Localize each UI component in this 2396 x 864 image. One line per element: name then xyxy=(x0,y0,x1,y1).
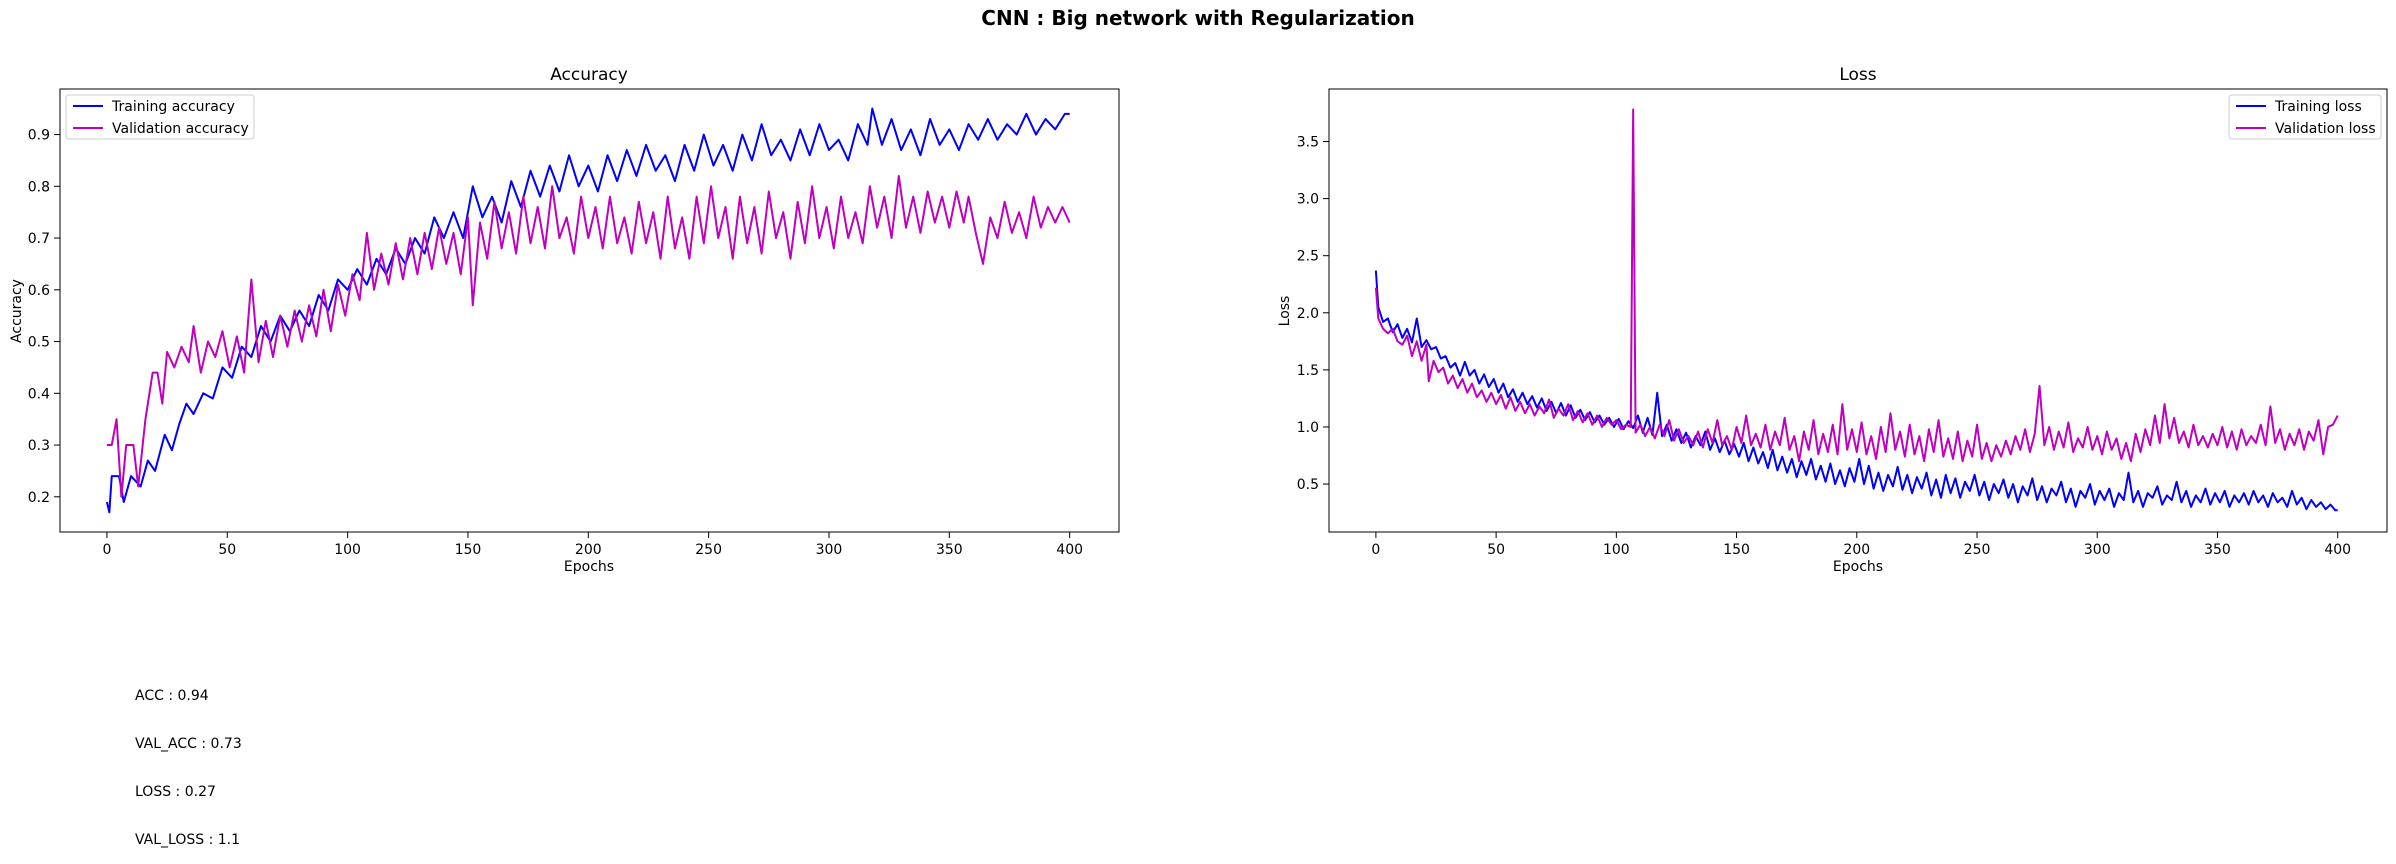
loss-chart: Loss 0 50 100 150 200 250 300 350 400 0.5 1.0 1.5 2… xyxy=(1277,65,2388,575)
x-tick-label: 50 xyxy=(218,542,236,558)
x-tick-label: 150 xyxy=(1723,542,1750,558)
x-tick-label: 400 xyxy=(1056,542,1083,558)
x-tick-label: 250 xyxy=(695,542,722,558)
x-tick-label: 350 xyxy=(2204,542,2231,558)
loss-legend-box xyxy=(2228,94,2382,140)
loss-legend: Training loss Validation loss xyxy=(2228,94,2382,140)
y-tick-label: 3.0 xyxy=(1297,192,1319,208)
loss-title: Loss xyxy=(1839,65,1876,85)
y-tick-label: 0.5 xyxy=(28,335,50,351)
metric-val-loss: VAL_LOSS : 1.1 xyxy=(135,832,241,848)
loss-legend-label-train: Training loss xyxy=(2274,99,2362,115)
y-tick-label: 0.9 xyxy=(28,128,50,144)
accuracy-legend-label-val: Validation accuracy xyxy=(112,121,249,137)
x-tick-label: 50 xyxy=(1487,542,1505,558)
y-tick-label: 3.5 xyxy=(1297,135,1319,151)
metric-acc: ACC : 0.94 xyxy=(135,688,209,704)
accuracy-legend-box xyxy=(65,94,255,140)
x-tick-label: 150 xyxy=(455,542,482,558)
loss-series-group xyxy=(1374,108,2339,512)
accuracy-series-group xyxy=(105,107,1071,514)
final-metrics: ACC : 0.94 VAL_ACC : 0.73 LOSS : 0.27 VA… xyxy=(135,656,242,864)
series-line-validation xyxy=(106,174,1071,498)
x-tick-label: 350 xyxy=(936,542,963,558)
x-tick-label: 200 xyxy=(575,542,602,558)
loss-y-ticks: 0.5 1.0 1.5 2.0 2.5 3.0 3.5 xyxy=(1297,135,1329,493)
accuracy-y-ticks: 0.2 0.3 0.4 0.5 0.6 0.7 0.8 0.9 xyxy=(28,128,60,506)
accuracy-xlabel: Epochs xyxy=(564,559,614,575)
y-tick-label: 0.2 xyxy=(28,490,50,506)
y-tick-label: 0.3 xyxy=(28,438,50,454)
y-tick-label: 1.0 xyxy=(1297,420,1319,436)
figure-canvas: CNN : Big network with Regularization Ac… xyxy=(9,6,2388,575)
figure-suptitle: CNN : Big network with Regularization xyxy=(981,6,1414,30)
accuracy-legend-label-train: Training accuracy xyxy=(111,99,235,115)
accuracy-axes-frame xyxy=(59,88,1120,533)
y-tick-label: 0.7 xyxy=(28,231,50,247)
x-tick-label: 0 xyxy=(1371,542,1380,558)
loss-x-ticks: 0 50 100 150 200 250 300 350 400 xyxy=(1371,532,2351,558)
x-tick-label: 300 xyxy=(816,542,843,558)
loss-legend-label-val: Validation loss xyxy=(2275,121,2376,137)
x-tick-label: 250 xyxy=(1964,542,1991,558)
y-tick-label: 2.0 xyxy=(1297,306,1319,322)
y-tick-label: 1.5 xyxy=(1297,363,1319,379)
y-tick-label: 0.8 xyxy=(28,179,50,195)
loss-xlabel: Epochs xyxy=(1833,559,1883,575)
accuracy-x-ticks: 0 50 100 150 200 250 300 350 400 xyxy=(102,532,1083,558)
loss-ylabel: Loss xyxy=(1277,296,1293,327)
accuracy-chart: Accuracy 0 50 100 150 200 250 300 350 400 0.2 0.3… xyxy=(9,65,1120,575)
accuracy-title: Accuracy xyxy=(550,65,628,85)
y-tick-label: 0.6 xyxy=(28,283,50,299)
metric-val-acc: VAL_ACC : 0.73 xyxy=(135,736,242,752)
accuracy-ylabel: Accuracy xyxy=(9,279,25,343)
x-tick-label: 0 xyxy=(102,542,111,558)
series-line-training xyxy=(105,107,1070,514)
x-tick-label: 100 xyxy=(1603,542,1630,558)
y-tick-label: 0.5 xyxy=(1297,477,1319,493)
y-tick-label: 2.5 xyxy=(1297,249,1319,265)
x-tick-label: 200 xyxy=(1843,542,1870,558)
series-line-validation xyxy=(1374,108,2339,463)
x-tick-label: 300 xyxy=(2084,542,2111,558)
x-tick-label: 100 xyxy=(334,542,361,558)
accuracy-legend: Training accuracy Validation accuracy xyxy=(65,94,255,140)
metric-loss: LOSS : 0.27 xyxy=(135,784,216,800)
loss-axes-frame xyxy=(1328,88,2388,533)
y-tick-label: 0.4 xyxy=(28,386,50,402)
series-line-training xyxy=(1374,270,2338,512)
x-tick-label: 400 xyxy=(2324,542,2351,558)
